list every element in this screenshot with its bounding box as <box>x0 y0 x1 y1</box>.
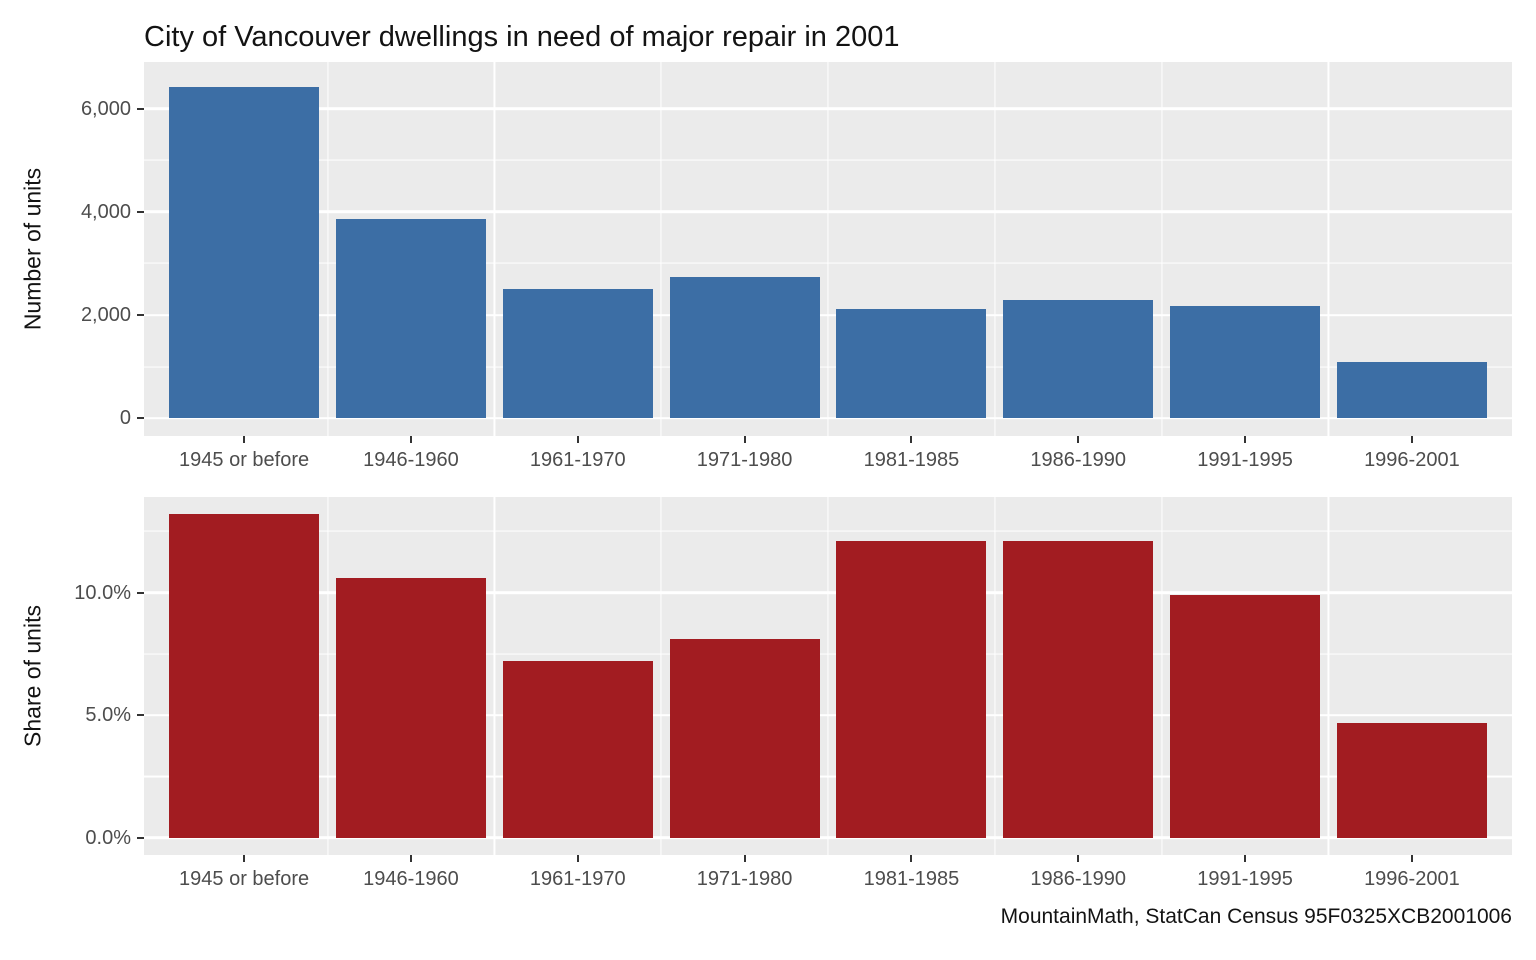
x-tick-mark <box>243 436 246 443</box>
x-tick-label: 1946-1960 <box>363 449 459 471</box>
y-tick-label: 10.0% <box>74 581 131 604</box>
bar-chart-share-of-units: Share of units 0.0% 5.0% 10.0% 1945 or bef… <box>10 497 1512 899</box>
plot-panel <box>144 62 1512 436</box>
bar-1991-1995 <box>1170 595 1321 838</box>
x-tick-label: 1981-1985 <box>863 449 960 471</box>
x-tick-label: 1986-1990 <box>1030 868 1127 890</box>
x-tick-mark <box>1244 855 1247 862</box>
x-axis-labels: 1945 or before 1946-1960 1961-1970 1971-198… <box>144 855 1512 899</box>
vertical-gridline <box>827 497 829 855</box>
x-tick-mark <box>1410 436 1413 443</box>
x-tick-mark <box>576 855 579 862</box>
x-tick-mark <box>743 436 746 443</box>
vertical-gridline <box>493 62 495 436</box>
bar-chart-number-of-units: Number of units 0 2,000 4,000 6,000 1945 or… <box>10 62 1512 480</box>
vertical-gridline <box>660 62 662 436</box>
y-axis-title: Share of units <box>19 605 46 747</box>
plot-panel <box>144 497 1512 855</box>
x-tick-label: 1945 or before <box>179 868 310 890</box>
y-tick-label: 0 <box>119 407 131 430</box>
x-tick-mark <box>1077 436 1080 443</box>
y-axis-title: Number of units <box>19 167 46 331</box>
x-tick-label: 1961-1970 <box>529 868 626 890</box>
y-tick-mark <box>137 210 144 213</box>
vertical-gridline <box>994 62 996 436</box>
x-tick-mark <box>743 855 746 862</box>
y-axis-title-container: Number of units <box>10 62 56 436</box>
chart-title: City of Vancouver dwellings in need of m… <box>144 21 900 53</box>
vertical-gridline <box>1327 497 1330 855</box>
vertical-gridline <box>1327 62 1330 436</box>
y-tick-mark <box>137 314 144 317</box>
x-tick-mark <box>243 855 246 862</box>
y-tick-label: 0.0% <box>85 826 131 849</box>
vertical-gridline <box>326 497 329 855</box>
x-tick-label: 1991-1995 <box>1197 868 1293 890</box>
x-axis-labels: 1945 or before 1946-1960 1961-1970 1971-198… <box>144 436 1512 480</box>
vertical-gridline <box>660 497 662 855</box>
bar-1971-1980 <box>669 639 820 838</box>
bar-1961-1970 <box>502 289 653 419</box>
vertical-gridline <box>827 62 829 436</box>
vertical-gridline <box>994 497 996 855</box>
y-tick-mark <box>137 107 144 110</box>
vertical-gridline <box>326 62 329 436</box>
x-tick-mark <box>1244 436 1247 443</box>
x-tick-label: 1961-1970 <box>529 449 626 471</box>
x-tick-mark <box>910 855 913 862</box>
x-tick-mark <box>1077 855 1080 862</box>
y-axis-title-container: Share of units <box>10 497 56 855</box>
x-tick-mark <box>910 436 913 443</box>
x-tick-label: 1981-1985 <box>863 868 960 890</box>
y-tick-label: 5.0% <box>85 704 131 727</box>
x-tick-label: 1946-1960 <box>363 868 459 890</box>
vertical-gridline <box>1161 62 1163 436</box>
bar-1946-1960 <box>335 219 486 419</box>
y-tick-label: 2,000 <box>80 304 131 327</box>
x-tick-label: 1996-2001 <box>1364 868 1460 890</box>
bar-1991-1995 <box>1170 305 1321 419</box>
bar-1981-1985 <box>836 308 987 419</box>
x-tick-mark <box>409 436 412 443</box>
y-tick-mark <box>137 417 144 420</box>
x-tick-label: 1986-1990 <box>1030 449 1127 471</box>
x-tick-label: 1945 or before <box>179 449 310 471</box>
bar-1961-1970 <box>502 661 653 838</box>
x-tick-label: 1991-1995 <box>1197 449 1293 471</box>
bar-1971-1980 <box>669 276 820 419</box>
y-tick-mark <box>137 591 144 594</box>
bar-1986-1990 <box>1003 541 1154 838</box>
vertical-gridline <box>1161 497 1163 855</box>
y-tick-label: 4,000 <box>80 200 131 223</box>
y-tick-label: 6,000 <box>80 97 131 120</box>
y-axis-labels: 0 2,000 4,000 6,000 <box>56 62 144 436</box>
y-axis-labels: 0.0% 5.0% 10.0% <box>56 497 144 855</box>
y-tick-mark <box>137 836 144 839</box>
x-tick-label: 1971-1980 <box>696 449 793 471</box>
x-tick-mark <box>576 436 579 443</box>
bar-1996-2001 <box>1336 361 1487 419</box>
x-tick-mark <box>409 855 412 862</box>
x-tick-label: 1996-2001 <box>1364 449 1460 471</box>
bar-1945 or before <box>169 514 320 838</box>
bar-1986-1990 <box>1003 300 1154 419</box>
x-tick-label: 1971-1980 <box>696 868 793 890</box>
y-tick-mark <box>137 714 144 717</box>
bar-1945 or before <box>169 86 320 419</box>
bar-1996-2001 <box>1336 722 1487 838</box>
bar-1946-1960 <box>335 577 486 838</box>
x-tick-mark <box>1410 855 1413 862</box>
vertical-gridline <box>493 497 495 855</box>
bar-1981-1985 <box>836 541 987 838</box>
source-caption: MountainMath, StatCan Census 95F0325XCB2… <box>1000 905 1512 928</box>
